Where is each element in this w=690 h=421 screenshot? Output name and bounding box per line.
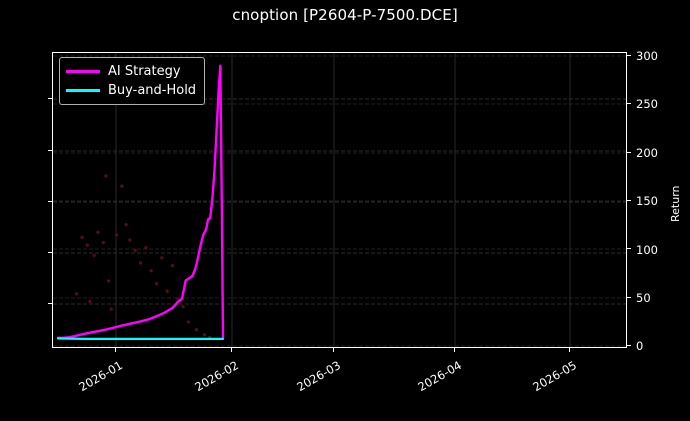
ytick-right-100: 100 [636,243,658,257]
tickmark-right-150 [627,200,631,201]
tickmark-x-1 [231,348,232,352]
ytick-right-150: 150 [636,194,658,208]
xtick-label-4: 2026-05 [530,358,579,395]
series-line-buy-and-hold [56,337,225,340]
plot-area [52,52,627,348]
xtick-label-1: 2026-02 [192,358,241,395]
tickmark-right-300 [627,55,631,56]
ytick-right-250: 250 [636,97,658,111]
legend-swatch-buy-and-hold [66,89,100,92]
tickmark-x-0 [115,348,116,352]
legend-swatch-ai-strategy [66,70,100,73]
ytick-right-0: 0 [636,339,644,353]
tickmark-left-40 [48,150,52,151]
chart-legend[interactable]: AI Strategy Buy-and-Hold [59,57,206,105]
tickmark-right-50 [627,297,631,298]
y-axis-label-right: Return [669,185,682,222]
tickmark-right-0 [627,345,631,346]
data-series [56,64,225,340]
tickmark-left-30 [48,201,52,202]
tickmark-x-2 [333,348,334,352]
xtick-label-3: 2026-04 [415,358,464,395]
ytick-right-200: 200 [636,146,658,160]
legend-item-ai-strategy[interactable]: AI Strategy [66,62,196,81]
tickmark-right-200 [627,152,631,153]
legend-item-buy-and-hold[interactable]: Buy-and-Hold [66,81,196,100]
trade-signal-markers [75,174,212,339]
xtick-label-0: 2026-01 [76,358,125,395]
tickmark-left-50 [48,98,52,99]
plot-canvas [53,53,626,347]
legend-label-ai-strategy: AI Strategy [108,64,181,79]
legend-label-buy-and-hold: Buy-and-Hold [108,83,197,98]
tickmark-left-20 [48,252,52,253]
tickmark-right-250 [627,103,631,104]
chart-title: cnoption [P2604-P-7500.DCE] [232,6,458,24]
tickmark-x-3 [454,348,455,352]
tickmark-right-100 [627,248,631,249]
ytick-right-300: 300 [636,49,658,63]
tickmark-left-10 [48,303,52,304]
ytick-right-50: 50 [636,291,651,305]
tickmark-x-4 [569,348,570,352]
xtick-label-2: 2026-03 [294,358,343,395]
series-line-ai-strategy [56,64,225,340]
